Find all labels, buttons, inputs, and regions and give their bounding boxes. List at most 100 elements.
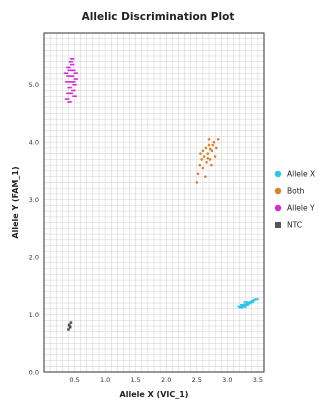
data-point [201,166,205,170]
data-point [215,146,218,150]
data-point [238,306,243,309]
legend-marker [274,170,282,178]
legend-item: Allele X [274,170,315,179]
data-point [205,160,208,164]
data-point [211,143,214,147]
data-point [243,301,248,303]
data-point [206,156,210,160]
data-point [239,303,245,306]
data-point [68,324,71,328]
legend-item: Both [274,187,305,196]
y-tick-label: 4.0 [29,139,39,147]
data-point [67,69,72,72]
data-point [67,86,72,89]
y-axis-label: Allele Y (FAM_1) [11,166,20,238]
chart-title: Allelic Discrimination Plot [82,11,235,23]
legend-label: Both [287,187,305,196]
legend-label: Allele Y [287,204,315,213]
data-point [210,149,214,153]
data-point [237,305,242,308]
x-tick-label: 2.0 [161,376,171,384]
data-point [213,155,217,158]
data-point [208,147,212,151]
data-point [242,306,247,308]
data-point [73,72,78,75]
data-point [243,303,248,305]
x-tick-label: 1.0 [100,376,110,384]
data-point [206,152,210,155]
data-point [68,60,74,63]
series-allele-y [63,58,78,103]
x-tick-label: 0.5 [69,376,79,384]
tick-labels: 0.5 1.0 1.5 2.0 2.5 3.0 3.5 0.0 1.0 2.0 3.0 4.0 5.0 [29,81,263,384]
data-point [65,81,70,83]
y-tick-label: 1.0 [29,311,39,319]
data-point [67,328,70,331]
data-point [71,89,76,92]
data-point [68,92,74,95]
data-point [63,72,69,75]
data-point [198,163,202,167]
data-point [249,301,254,304]
data-point [199,152,202,155]
x-tick-label: 1.5 [130,376,140,384]
series-ntc [67,321,73,331]
series-allele-x [237,298,259,309]
grid [43,32,265,373]
legend-item: Allele Y [274,204,315,213]
x-tick-label: 3.5 [253,376,263,384]
data-point [66,66,71,69]
x-tick-label: 2.5 [192,376,202,384]
data-point [72,95,77,98]
data-point [71,81,76,83]
data-point [69,58,75,60]
data-point [207,137,211,141]
data-point [250,299,256,302]
data-point [241,305,246,307]
data-point [65,98,70,100]
data-point [67,101,72,103]
data-point [72,83,77,86]
legend: Allele X Both Allele Y NTC [274,170,315,230]
legend-item: NTC [275,221,302,230]
data-point [69,321,73,324]
data-point [210,163,213,167]
data-point [71,69,76,72]
data-point [201,149,205,153]
legend-marker [275,222,281,228]
x-tick-label: 3.0 [222,376,232,384]
data-point [207,143,211,147]
legend-label: NTC [287,221,302,230]
y-tick-label: 5.0 [29,81,39,89]
data-point [212,140,216,144]
y-tick-label: 3.0 [29,196,39,204]
data-point [69,63,75,66]
data-point [216,137,220,141]
data-point [196,172,200,176]
data-point [68,81,74,83]
data-point [66,92,71,95]
y-tick-label: 0.0 [29,369,39,377]
legend-marker [274,187,282,195]
y-tick-label: 2.0 [29,254,39,262]
data-point [73,78,78,80]
plot-frame [43,32,265,373]
data-point [204,175,207,178]
data-point [200,158,203,161]
legend-marker [274,204,282,212]
data-point [208,158,212,161]
series-both [195,137,220,184]
data-point [195,181,199,184]
data-point [254,298,259,300]
data-point [69,75,75,77]
data-point [244,304,250,307]
legend-label: Allele X [287,170,315,179]
data-point [66,75,71,77]
data-points [63,58,259,331]
data-point [202,155,206,158]
x-axis-label: Allele X (VIC_1) [120,390,189,399]
data-point [204,146,208,150]
data-point [247,302,252,305]
